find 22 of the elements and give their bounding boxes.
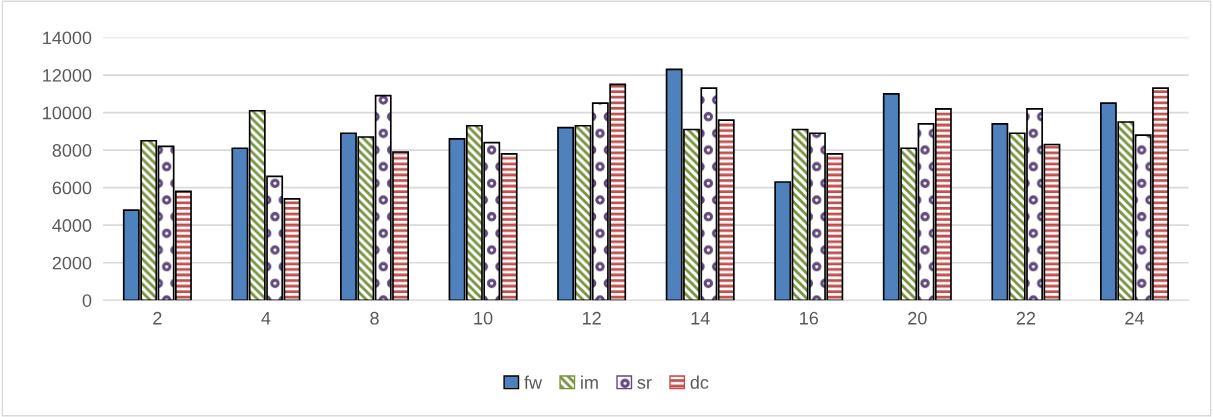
x-tick-label: 16 xyxy=(800,311,819,325)
y-tick-label: 8000 xyxy=(52,144,92,157)
x-tick-label: 10 xyxy=(474,311,493,325)
x-tick-label: 24 xyxy=(1125,311,1144,325)
y-tick-label: 0 xyxy=(82,294,92,307)
y-tick-label: 12000 xyxy=(43,68,92,82)
y-tick-label: 14000 xyxy=(43,31,92,45)
legend-label: im xyxy=(581,375,598,389)
x-tick-label: 4 xyxy=(261,312,271,325)
x-tick-label: 14 xyxy=(691,312,710,325)
x-tick-label: 12 xyxy=(582,311,601,325)
y-tick-label: 6000 xyxy=(52,181,92,195)
legend-label: sr xyxy=(637,378,652,389)
x-tick-label: 8 xyxy=(370,311,379,325)
x-tick-label: 2 xyxy=(153,311,162,325)
legend-label: fw xyxy=(524,375,543,389)
legend-label: dc xyxy=(690,375,709,389)
x-tick-label: 22 xyxy=(1016,311,1036,325)
x-tick-label: 20 xyxy=(908,311,927,325)
y-tick-label: 4000 xyxy=(52,219,92,232)
y-tick-label: 10000 xyxy=(43,106,92,120)
y-tick-label: 2000 xyxy=(52,256,92,270)
